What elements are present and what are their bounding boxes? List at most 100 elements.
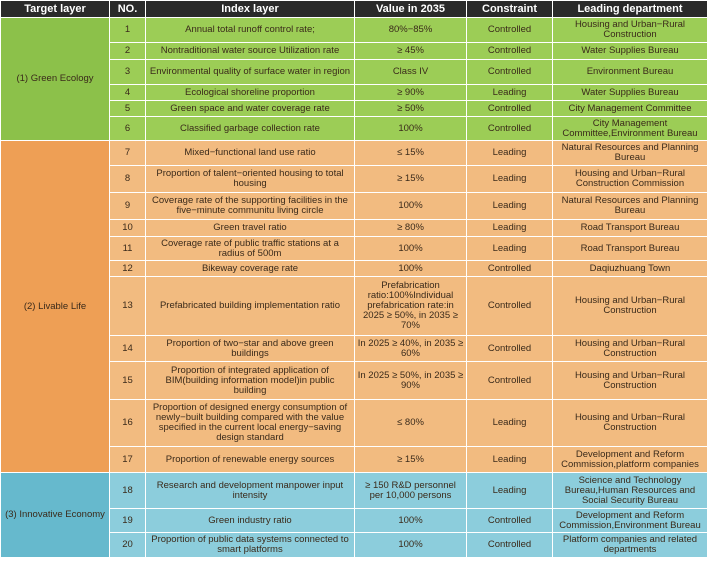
constraint-cell: Controlled	[466, 361, 553, 400]
table-row: 5 Green space and water coverage rate ≥ …	[1, 100, 707, 117]
value-cell: 100%	[354, 532, 467, 558]
row-number: 8	[109, 165, 146, 193]
department-cell: Road Transport Bureau	[552, 236, 707, 261]
constraint-cell: Controlled	[466, 260, 553, 277]
value-cell: 80%−85%	[354, 17, 467, 43]
table-row: 6 Classified garbage collection rate 100…	[1, 116, 707, 141]
value-cell: ≥ 50%	[354, 100, 467, 117]
header-row: Target layer NO. Index layer Value in 20…	[0, 0, 707, 18]
target-layer-cell: (3) Innovative Economy	[0, 472, 110, 558]
index-cell: Annual total runoff control rate;	[145, 17, 355, 43]
constraint-cell: Controlled	[466, 508, 553, 533]
value-cell: In 2025 ≥ 40%, in 2035 ≥ 60%	[354, 335, 467, 362]
value-cell: ≥ 45%	[354, 42, 467, 60]
table-row: 17 Proportion of renewable energy source…	[1, 446, 707, 473]
constraint-cell: Controlled	[466, 532, 553, 558]
header-index-layer: Index layer	[145, 0, 355, 18]
value-cell: In 2025 ≥ 50%, in 2035 ≥ 90%	[354, 361, 467, 400]
index-cell: Mixed−functional land use ratio	[145, 140, 355, 166]
constraint-cell: Leading	[466, 399, 553, 447]
table-row: (1) Green Ecology 1 Annual total runoff …	[0, 17, 707, 141]
row-number: 18	[109, 472, 146, 509]
constraint-cell: Controlled	[466, 276, 553, 336]
table-row: 14 Proportion of two−star and above gree…	[1, 335, 707, 362]
department-cell: Science and Technology Bureau,Human Reso…	[552, 472, 707, 509]
index-cell: Research and development manpower input …	[145, 472, 355, 509]
index-cell: Ecological shoreline proportion	[145, 84, 355, 101]
row-number: 11	[109, 236, 146, 261]
constraint-cell: Leading	[466, 140, 553, 166]
index-cell: Coverage rate of the supporting faciliti…	[145, 192, 355, 220]
constraint-cell: Controlled	[466, 17, 553, 43]
index-cell: Green industry ratio	[145, 508, 355, 533]
table-row: 10 Green travel ratio ≥ 80% Leading Road…	[1, 219, 707, 237]
constraint-cell: Controlled	[466, 116, 553, 141]
department-cell: Water Supplies Bureau	[552, 84, 707, 101]
value-cell: Prefabrication ratio:100%Individual pref…	[354, 276, 467, 336]
index-cell: Proportion of public data systems connec…	[145, 532, 355, 558]
constraint-cell: Leading	[466, 446, 553, 473]
department-cell: Housing and Urban−Rural Construction Com…	[552, 165, 707, 193]
value-cell: 100%	[354, 260, 467, 277]
row-number: 9	[109, 192, 146, 220]
value-cell: ≤ 80%	[354, 399, 467, 447]
row-number: 20	[109, 532, 146, 558]
constraint-cell: Leading	[466, 165, 553, 193]
constraint-cell: Leading	[466, 219, 553, 237]
target-layer-cell: (1) Green Ecology	[0, 17, 110, 141]
index-cell: Prefabricated building implementation ra…	[145, 276, 355, 336]
constraint-cell: Controlled	[466, 42, 553, 60]
department-cell: Water Supplies Bureau	[552, 42, 707, 60]
row-number: 10	[109, 219, 146, 237]
value-cell: ≤ 15%	[354, 140, 467, 166]
index-cell: Proportion of renewable energy sources	[145, 446, 355, 473]
index-cell: Environmental quality of surface water i…	[145, 59, 355, 85]
value-cell: Class IV	[354, 59, 467, 85]
value-cell: ≥ 15%	[354, 446, 467, 473]
table-row: 15 Proportion of integrated application …	[1, 361, 707, 400]
constraint-cell: Leading	[466, 192, 553, 220]
department-cell: Housing and Urban−Rural Construction	[552, 17, 707, 43]
row-number: 7	[109, 140, 146, 166]
department-cell: City Management Committee,Environment Bu…	[552, 116, 707, 141]
row-number: 14	[109, 335, 146, 362]
index-cell: Proportion of integrated application of …	[145, 361, 355, 400]
constraint-cell: Leading	[466, 236, 553, 261]
table-row: (2) Livable Life 7 Mixed−functional land…	[0, 140, 707, 473]
row-number: 5	[109, 100, 146, 117]
value-cell: ≥ 90%	[354, 84, 467, 101]
row-number: 6	[109, 116, 146, 141]
department-cell: Development and Reform Commission,Enviro…	[552, 508, 707, 533]
row-number: 17	[109, 446, 146, 473]
table-row: 20 Proportion of public data systems con…	[1, 532, 707, 558]
row-number: 13	[109, 276, 146, 336]
department-cell: Housing and Urban−Rural Construction	[552, 361, 707, 400]
row-number: 1	[109, 17, 146, 43]
index-cell: Nontraditional water source Utilization …	[145, 42, 355, 60]
department-cell: Platform companies and related departmen…	[552, 532, 707, 558]
index-cell: Proportion of talent−oriented housing to…	[145, 165, 355, 193]
department-cell: Road Transport Bureau	[552, 219, 707, 237]
department-cell: Environment Bureau	[552, 59, 707, 85]
table-row: 19 Green industry ratio 100% Controlled …	[1, 508, 707, 533]
department-cell: Housing and Urban−Rural Construction	[552, 335, 707, 362]
row-number: 4	[109, 84, 146, 101]
target-layer-cell: (2) Livable Life	[0, 140, 110, 473]
constraint-cell: Leading	[466, 84, 553, 101]
header-target-layer: Target layer	[0, 0, 110, 18]
table-row: 8 Proportion of talent−oriented housing …	[1, 165, 707, 193]
department-cell: City Management Committee	[552, 100, 707, 117]
constraint-cell: Controlled	[466, 100, 553, 117]
department-cell: Daqiuzhuang Town	[552, 260, 707, 277]
header-leading-department: Leading department	[552, 0, 707, 18]
value-cell: 100%	[354, 116, 467, 141]
department-cell: Housing and Urban−Rural Construction	[552, 399, 707, 447]
row-number: 16	[109, 399, 146, 447]
table-row: 4 Ecological shoreline proportion ≥ 90% …	[1, 84, 707, 101]
table-row: 13 Prefabricated building implementation…	[1, 276, 707, 336]
table-row: 12 Bikeway coverage rate 100% Controlled…	[1, 260, 707, 277]
index-system-table: Target layer NO. Index layer Value in 20…	[0, 0, 707, 558]
value-cell: ≥ 150 R&D personnel per 10,000 persons	[354, 472, 467, 509]
index-cell: Bikeway coverage rate	[145, 260, 355, 277]
table-row: 3 Environmental quality of surface water…	[1, 59, 707, 85]
